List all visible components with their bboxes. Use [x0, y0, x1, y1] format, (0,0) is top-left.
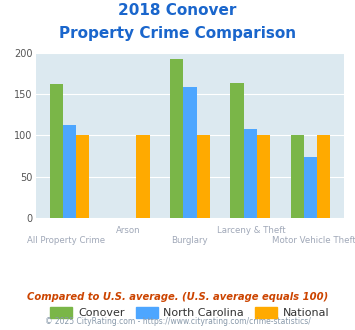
- Bar: [183, 86, 197, 218]
- Text: Larceny & Theft: Larceny & Theft: [217, 226, 286, 235]
- Bar: [197, 135, 210, 218]
- Text: Burglary: Burglary: [171, 236, 208, 245]
- Bar: [63, 124, 76, 218]
- Bar: [136, 135, 149, 218]
- Bar: [76, 135, 89, 218]
- Bar: [290, 135, 304, 218]
- Text: Property Crime Comparison: Property Crime Comparison: [59, 26, 296, 41]
- Text: Compared to U.S. average. (U.S. average equals 100): Compared to U.S. average. (U.S. average …: [27, 292, 328, 302]
- Bar: [230, 83, 244, 218]
- Text: Motor Vehicle Theft: Motor Vehicle Theft: [272, 236, 355, 245]
- Bar: [304, 157, 317, 218]
- Text: 2018 Conover: 2018 Conover: [118, 3, 237, 18]
- Bar: [244, 129, 257, 218]
- Text: Arson: Arson: [116, 226, 141, 235]
- Bar: [50, 84, 63, 218]
- Bar: [170, 58, 183, 218]
- Text: All Property Crime: All Property Crime: [27, 236, 105, 245]
- Legend: Conover, North Carolina, National: Conover, North Carolina, National: [46, 303, 334, 323]
- Bar: [257, 135, 270, 218]
- Bar: [317, 135, 330, 218]
- Text: © 2025 CityRating.com - https://www.cityrating.com/crime-statistics/: © 2025 CityRating.com - https://www.city…: [45, 317, 310, 326]
